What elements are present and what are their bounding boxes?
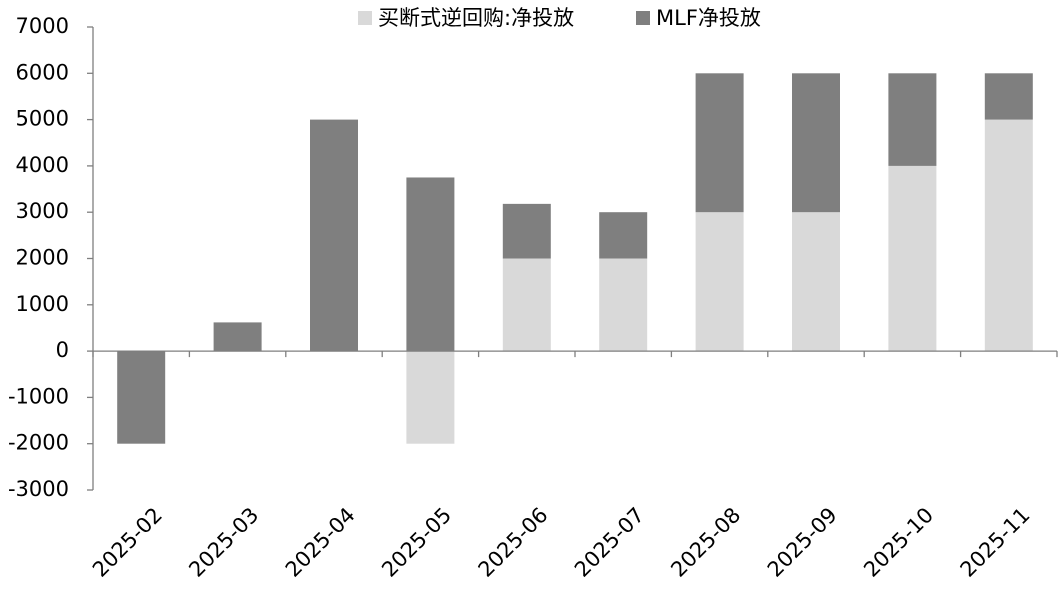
bar bbox=[792, 73, 840, 213]
y-tick-label: 2000 bbox=[16, 246, 69, 270]
bar bbox=[888, 165, 937, 352]
bar bbox=[792, 212, 840, 352]
x-tick-label: 2025-05 bbox=[377, 503, 456, 582]
bar bbox=[695, 212, 744, 352]
y-tick-label: 0 bbox=[56, 338, 69, 362]
legend-swatch bbox=[636, 11, 650, 25]
legend-swatch bbox=[358, 11, 372, 25]
x-tick-label: 2025-04 bbox=[281, 503, 360, 582]
bar bbox=[984, 119, 1033, 352]
x-tick-label: 2025-07 bbox=[570, 503, 649, 582]
bar bbox=[888, 73, 937, 166]
x-tick-label: 2025-06 bbox=[474, 503, 553, 582]
y-tick-label: 4000 bbox=[16, 153, 69, 177]
legend-label: MLF净投放 bbox=[656, 6, 761, 30]
x-tick-label: 2025-11 bbox=[956, 503, 1035, 582]
bar bbox=[117, 351, 166, 444]
bar bbox=[213, 322, 262, 352]
y-tick-label: 7000 bbox=[16, 14, 69, 38]
bar bbox=[599, 258, 648, 352]
y-tick-label: 3000 bbox=[16, 199, 69, 223]
y-tick-label: -1000 bbox=[8, 384, 69, 408]
x-tick-label: 2025-03 bbox=[184, 503, 263, 582]
y-tick-label: 1000 bbox=[16, 292, 69, 316]
bar bbox=[695, 73, 744, 213]
bar bbox=[502, 258, 551, 352]
y-tick-label: 6000 bbox=[16, 60, 69, 84]
bar bbox=[502, 203, 551, 259]
x-tick-label: 2025-09 bbox=[763, 503, 842, 582]
bar bbox=[406, 177, 455, 352]
x-tick-label: 2025-02 bbox=[88, 503, 167, 582]
y-tick-label: -3000 bbox=[8, 477, 69, 501]
bar bbox=[599, 212, 648, 259]
bar bbox=[406, 351, 455, 444]
x-tick-label: 2025-10 bbox=[859, 503, 938, 582]
y-tick-label: -2000 bbox=[8, 431, 69, 455]
legend-label: 买断式逆回购:净投放 bbox=[378, 6, 574, 30]
bar bbox=[310, 119, 358, 352]
y-tick-label: 5000 bbox=[16, 107, 69, 131]
x-tick-label: 2025-08 bbox=[666, 503, 745, 582]
bar bbox=[984, 73, 1033, 120]
